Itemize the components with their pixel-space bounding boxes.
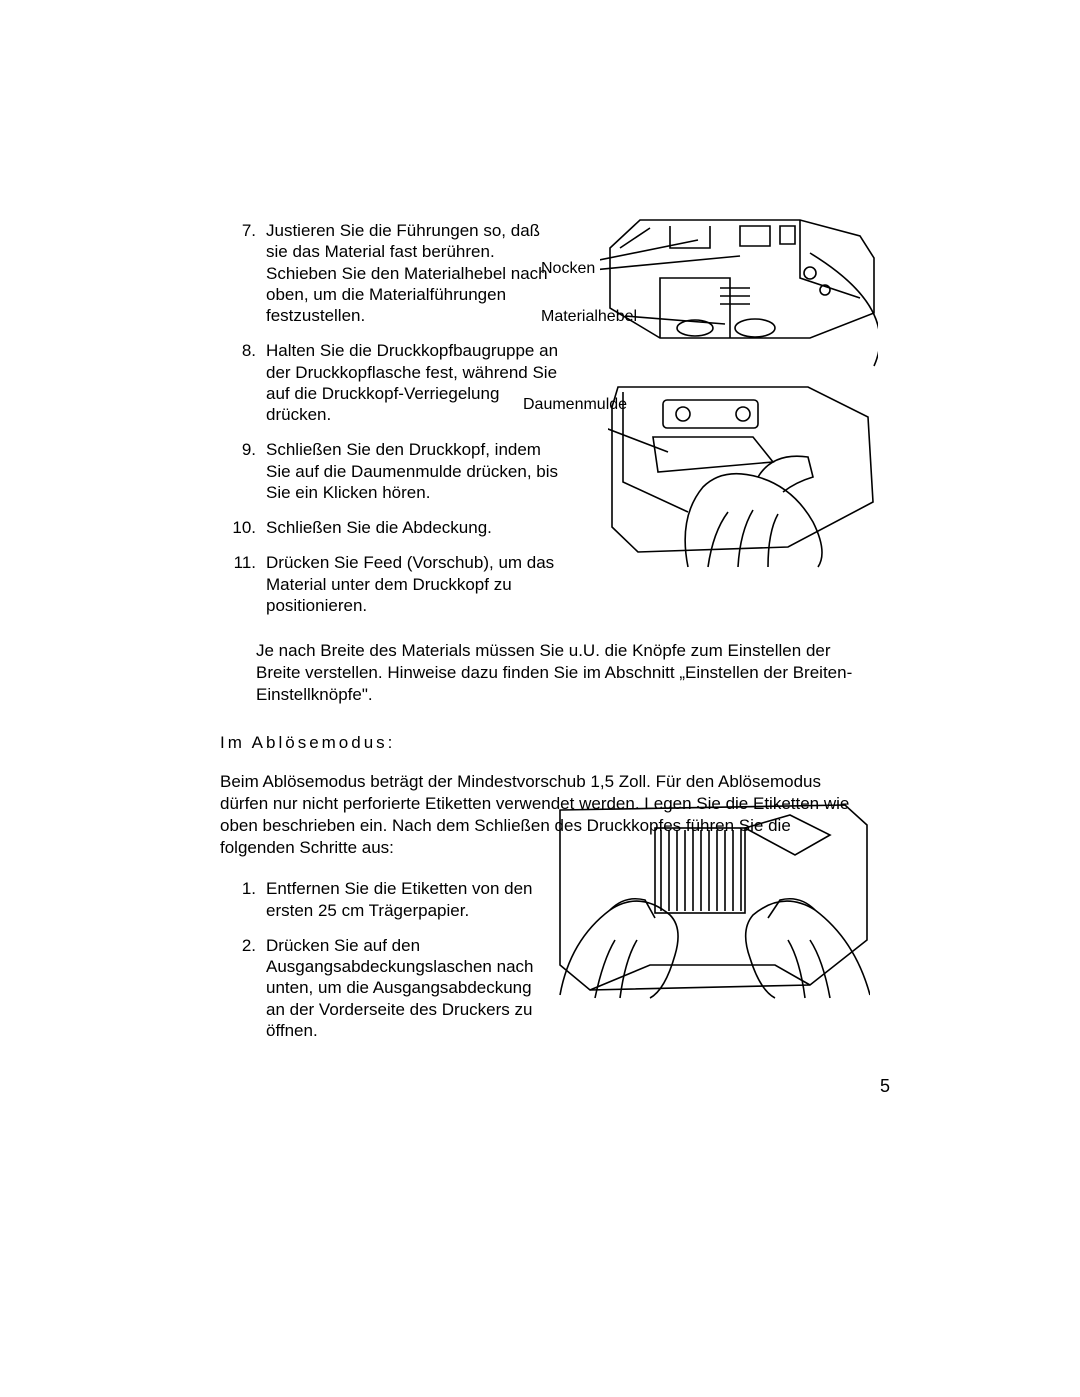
- step-text: Justieren Sie die Führungen so, daß sie …: [266, 220, 566, 326]
- step-number: 2.: [220, 935, 266, 1041]
- step-text: Halten Sie die Druckkopfbaugruppe an der…: [266, 340, 566, 425]
- step-11: 11. Drücken Sie Feed (Vorschub), um das …: [220, 552, 870, 616]
- step-number: 11.: [220, 552, 266, 616]
- step-text: Schließen Sie die Abdeckung.: [266, 517, 566, 538]
- step-a2: 2. Drücken Sie auf den Ausgangsabdeckung…: [220, 935, 870, 1041]
- step-10: 10. Schließen Sie die Abdeckung.: [220, 517, 870, 538]
- step-text: Drücken Sie Feed (Vorschub), um das Mate…: [266, 552, 566, 616]
- step-8: 8. Halten Sie die Druckkopfbaugruppe an …: [220, 340, 870, 425]
- step-text: Schließen Sie den Druckkopf, indem Sie a…: [266, 439, 566, 503]
- step-a1: 1. Entfernen Sie die Etiketten von den e…: [220, 878, 870, 921]
- step-number: 9.: [220, 439, 266, 503]
- step-text: Drücken Sie auf den Ausgangsabdeckungsla…: [266, 935, 546, 1041]
- step-number: 1.: [220, 878, 266, 921]
- step-9: 9. Schließen Sie den Druckkopf, indem Si…: [220, 439, 870, 503]
- section-title-abloesemodus: Im Ablösemodus:: [220, 733, 870, 753]
- step-number: 8.: [220, 340, 266, 425]
- step-text: Entfernen Sie die Etiketten von den erst…: [266, 878, 566, 921]
- content-column: 7. Justieren Sie die Führungen so, daß s…: [220, 220, 870, 1055]
- step-number: 10.: [220, 517, 266, 538]
- mid-paragraph: Je nach Breite des Materials müssen Sie …: [256, 640, 866, 705]
- section-paragraph: Beim Ablösemodus beträgt der Mindestvors…: [220, 771, 870, 858]
- page: Nocken Materialhebel Daumenmulde: [0, 0, 1080, 1397]
- step-number: 7.: [220, 220, 266, 326]
- step-7: 7. Justieren Sie die Führungen so, daß s…: [220, 220, 870, 326]
- page-number: 5: [880, 1076, 890, 1097]
